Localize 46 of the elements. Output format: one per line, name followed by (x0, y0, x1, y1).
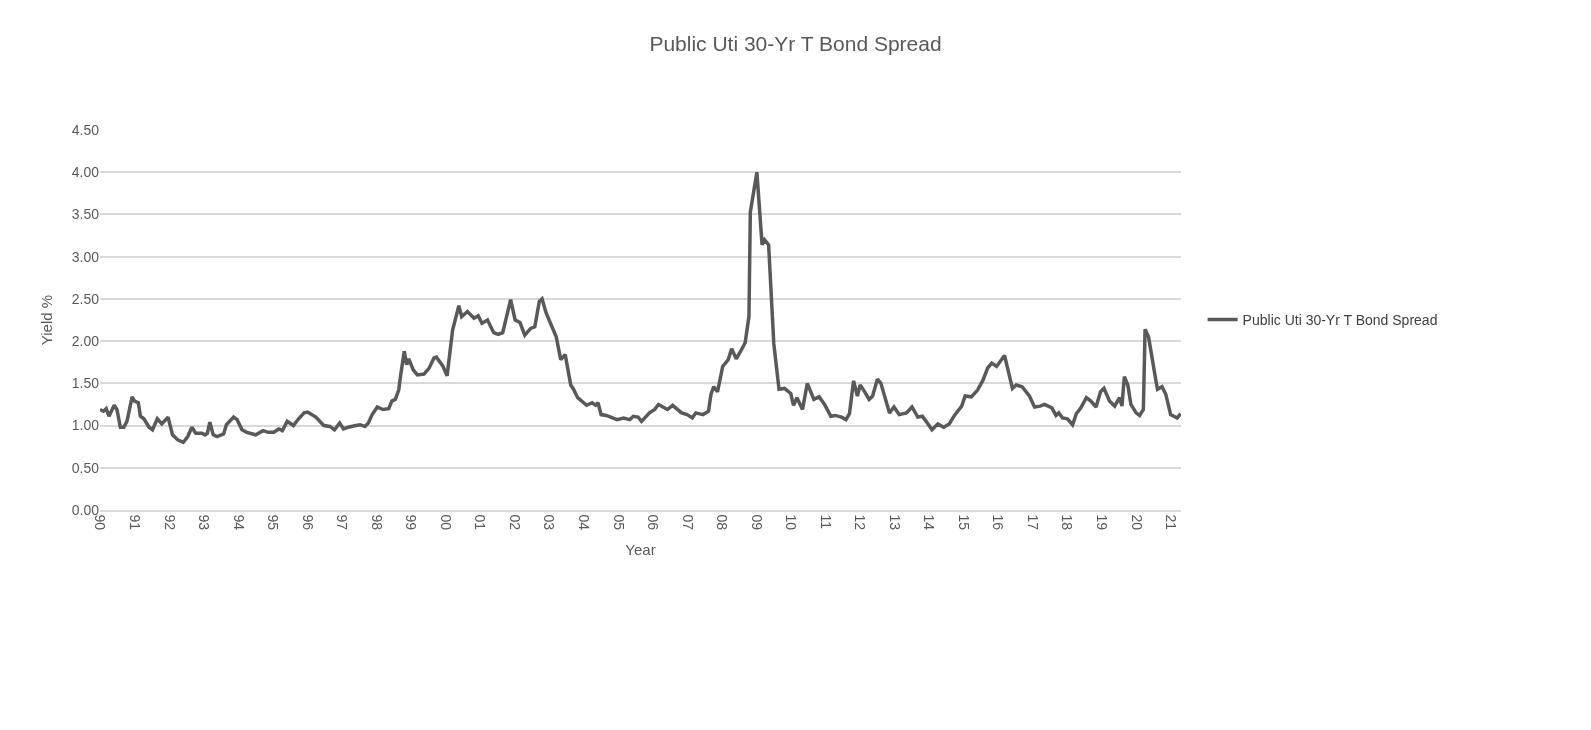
x-tick-label: 05 (610, 514, 627, 531)
y-axis-title: Yield % (38, 294, 55, 346)
y-tick-label: 1.50 (71, 375, 100, 392)
chart-title: Public Uti 30-Yr T Bond Spread (649, 32, 942, 56)
x-tick-label: 95 (265, 514, 282, 531)
x-tick-label: 04 (575, 514, 592, 531)
x-tick-label: 91 (126, 514, 143, 531)
y-tick-label: 4.00 (71, 164, 100, 181)
x-tick-label: 97 (334, 514, 351, 531)
x-tick-label: 98 (368, 514, 385, 531)
y-tick-label: 1.00 (71, 417, 100, 434)
x-tick-label: 12 (852, 514, 869, 531)
x-tick-label: 14 (921, 514, 938, 531)
x-tick-label: 07 (679, 514, 696, 531)
x-tick-label: 13 (886, 514, 903, 531)
x-tick-label: 03 (541, 514, 558, 531)
y-tick-label: 4.50 (71, 121, 100, 138)
x-tick-label: 19 (1094, 514, 1111, 531)
x-tick-label: 20 (1128, 514, 1145, 531)
legend-label: Public Uti 30-Yr T Bond Spread (1242, 312, 1438, 329)
x-tick-label: 99 (403, 514, 420, 531)
x-tick-label: 94 (230, 514, 247, 531)
line-series (100, 170, 1181, 445)
x-tick-label: 01 (472, 514, 489, 531)
x-tick-label: 09 (748, 514, 765, 531)
x-tick-label: 06 (645, 514, 662, 531)
x-tick-label: 00 (437, 514, 454, 531)
x-tick-label: 17 (1024, 514, 1041, 531)
x-tick-label: 15 (955, 514, 972, 531)
y-tick-label: 2.50 (71, 290, 100, 307)
x-tick-label: 08 (714, 514, 731, 531)
y-tick-label: 3.50 (71, 206, 100, 223)
x-axis-title: Year (625, 540, 656, 558)
x-tick-label: 18 (1059, 514, 1076, 531)
x-tick-label: 93 (196, 514, 213, 531)
x-tick-label: 11 (817, 514, 834, 530)
x-tick-label: 96 (299, 514, 316, 531)
x-tick-label: 02 (506, 514, 523, 531)
x-tick-label: 10 (783, 514, 800, 531)
x-tick-label: 92 (161, 514, 178, 531)
y-tick-label: 0.50 (71, 459, 100, 476)
x-tick-label: 90 (92, 514, 109, 531)
y-tick-label: 2.00 (71, 333, 100, 350)
x-tick-label: 16 (990, 514, 1007, 531)
y-tick-label: 3.00 (71, 248, 100, 265)
x-tick-label: 21 (1163, 514, 1180, 531)
